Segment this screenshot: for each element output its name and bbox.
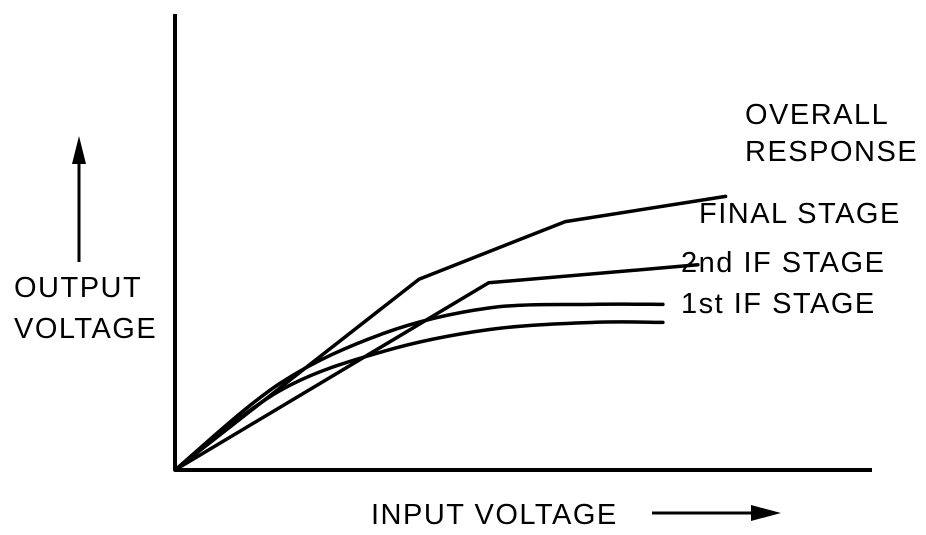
series-label-final-stage: FINAL STAGE [699, 198, 901, 230]
series-label-2nd-if-stage: 2nd IF STAGE [681, 247, 885, 279]
series-label-overall-response-line-2: RESPONSE [745, 136, 918, 168]
y-axis-label-line-2: VOLTAGE [14, 313, 157, 345]
y-axis-label-line-1: OUTPUT [14, 272, 142, 304]
series-line-2nd-if-stage [173, 302, 665, 472]
series-line-final-stage [173, 263, 700, 472]
x-axis-title: INPUT VOLTAGE [371, 499, 781, 531]
x-axis-label: INPUT VOLTAGE [371, 499, 618, 531]
series-label-overall-response-line-1: OVERALL [745, 99, 889, 131]
series-line-overall-response [173, 194, 728, 472]
y-axis-arrow-icon [72, 136, 86, 262]
series-layer [173, 194, 728, 472]
axes [173, 14, 872, 472]
series-label-1st-if-stage: 1st IF STAGE [681, 288, 876, 320]
y-axis-title: OUTPUT VOLTAGE [14, 136, 157, 345]
x-axis-arrow-icon [652, 505, 781, 521]
series-line-1st-if-stage [173, 320, 665, 472]
series-labels: OVERALL RESPONSE FINAL STAGE 2nd IF STAG… [681, 99, 918, 320]
